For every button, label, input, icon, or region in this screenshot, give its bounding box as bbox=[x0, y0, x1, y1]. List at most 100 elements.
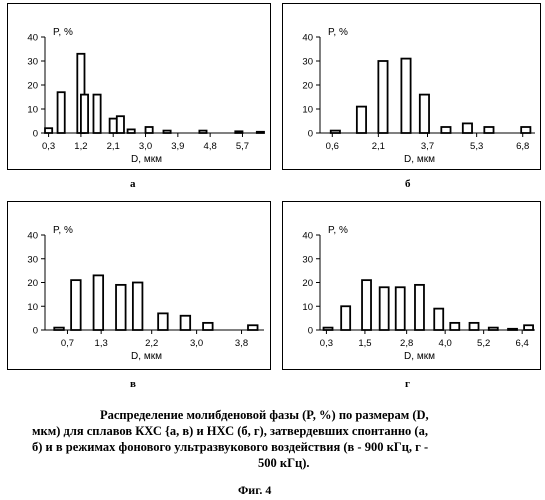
x-axis-title: D, мкм bbox=[131, 351, 162, 362]
y-tick-label: 0 bbox=[308, 326, 313, 337]
bar bbox=[441, 127, 450, 133]
bar bbox=[45, 128, 52, 133]
y-tick-label: 10 bbox=[27, 302, 38, 313]
bar bbox=[146, 127, 153, 133]
y-tick-label: 20 bbox=[302, 278, 313, 289]
bar bbox=[420, 95, 429, 133]
bar bbox=[181, 316, 191, 330]
x-tick-label: 6,8 bbox=[516, 141, 529, 152]
bar bbox=[71, 280, 81, 330]
chart-svg-c: 0 10 20 30 40 P, % 0,7 1,3 2,2 3,0 3,8 D, мкм bbox=[8, 202, 272, 371]
chart-svg-a: 0 10 20 30 40 P, % 0,3 1,2 2,1 3,0 3,9 4,8 5,7 D, мкм bbox=[8, 4, 272, 171]
bar bbox=[58, 92, 65, 133]
bar bbox=[116, 285, 126, 330]
x-tick-label: 0,3 bbox=[320, 338, 333, 349]
y-tick-label: 0 bbox=[33, 129, 38, 140]
chart-panel-c: 0 10 20 30 40 P, % 0,7 1,3 2,2 3,0 3,8 D, мкм bbox=[7, 201, 271, 370]
caption-line-4: 500 кГц). bbox=[258, 455, 310, 472]
bar bbox=[158, 313, 168, 330]
bar bbox=[415, 285, 424, 330]
x-tick-label: 4,0 bbox=[439, 338, 452, 349]
bar bbox=[93, 95, 100, 133]
y-axis-title: P, % bbox=[53, 27, 73, 38]
chart-panel-b: 0 10 20 30 40 P, % 0,6 2,1 3,7 5,3 6,8 D, мкм bbox=[282, 3, 541, 170]
bar bbox=[357, 107, 366, 133]
bar bbox=[463, 123, 472, 133]
x-tick-label: 5,3 bbox=[470, 141, 483, 152]
bar bbox=[521, 127, 530, 133]
chart-panel-a: 0 10 20 30 40 P, % 0,3 1,2 2,1 3,0 3,9 4,8 5,7 D, мкм bbox=[7, 3, 271, 170]
chart-svg-b: 0 10 20 30 40 P, % 0,6 2,1 3,7 5,3 6,8 D, мкм bbox=[283, 4, 542, 171]
figure-label: Фиг. 4 bbox=[238, 483, 271, 498]
panel-label-c: в bbox=[130, 378, 136, 390]
y-tick-label: 30 bbox=[302, 254, 313, 265]
y-tick-label: 10 bbox=[27, 105, 38, 116]
caption-line-1: Распределение молибденовой фазы (P, %) п… bbox=[100, 407, 429, 424]
bar bbox=[128, 129, 135, 133]
y-tick-label: 10 bbox=[302, 302, 313, 313]
bar bbox=[470, 323, 479, 330]
x-tick-label: 3,9 bbox=[171, 141, 184, 152]
bar bbox=[81, 95, 88, 133]
bar bbox=[117, 116, 124, 133]
x-tick-label: 2,2 bbox=[145, 338, 158, 349]
chart-svg-d: 0 10 20 30 40 P, % 0,3 1,5 2,8 4,0 5,2 6,4 D, мкм bbox=[283, 202, 542, 371]
x-axis-title: D, мкм bbox=[131, 154, 162, 165]
y-tick-label: 40 bbox=[27, 33, 38, 44]
x-tick-label: 2,1 bbox=[372, 141, 385, 152]
x-tick-label: 0,6 bbox=[326, 141, 339, 152]
x-tick-label: 2,1 bbox=[107, 141, 120, 152]
y-tick-label: 0 bbox=[33, 326, 38, 337]
x-tick-label: 1,3 bbox=[95, 338, 108, 349]
panel-label-a: а bbox=[130, 178, 136, 190]
x-axis-title: D, мкм bbox=[404, 351, 435, 362]
bar bbox=[378, 61, 387, 133]
y-tick-label: 20 bbox=[27, 81, 38, 92]
bar bbox=[362, 280, 371, 330]
x-tick-label: 3,0 bbox=[190, 338, 203, 349]
caption-line-2: мкм) для сплавов КХС {а, в) и НХС (б, г)… bbox=[32, 423, 428, 440]
bar bbox=[524, 325, 533, 330]
x-axis-title: D, мкм bbox=[404, 154, 435, 165]
bar bbox=[450, 323, 459, 330]
caption-line-3: б) и в режимах фонового ультразвукового … bbox=[32, 439, 428, 456]
y-tick-label: 10 bbox=[302, 105, 313, 116]
bar bbox=[396, 287, 405, 330]
x-tick-label: 1,5 bbox=[358, 338, 371, 349]
x-tick-label: 1,2 bbox=[74, 141, 87, 152]
y-tick-label: 40 bbox=[27, 231, 38, 242]
x-tick-label: 3,8 bbox=[235, 338, 248, 349]
bar bbox=[434, 309, 443, 330]
bar bbox=[341, 306, 350, 330]
y-tick-label: 20 bbox=[27, 278, 38, 289]
bar bbox=[248, 325, 258, 330]
x-tick-label: 5,7 bbox=[236, 141, 249, 152]
bar bbox=[484, 127, 493, 133]
bar bbox=[380, 287, 389, 330]
chart-panel-d: 0 10 20 30 40 P, % 0,3 1,5 2,8 4,0 5,2 6,4 D, мкм bbox=[282, 201, 541, 370]
x-tick-label: 0,7 bbox=[61, 338, 74, 349]
x-tick-label: 2,8 bbox=[400, 338, 413, 349]
y-tick-label: 30 bbox=[302, 57, 313, 68]
y-tick-label: 30 bbox=[27, 57, 38, 68]
y-tick-label: 0 bbox=[308, 129, 313, 140]
y-tick-label: 40 bbox=[302, 231, 313, 242]
bar bbox=[401, 59, 410, 133]
bar bbox=[94, 275, 104, 330]
bar bbox=[133, 283, 143, 331]
x-tick-label: 3,0 bbox=[139, 141, 152, 152]
y-axis-title: P, % bbox=[328, 225, 348, 236]
y-tick-label: 20 bbox=[302, 81, 313, 92]
x-tick-label: 0,3 bbox=[42, 141, 55, 152]
bar bbox=[203, 323, 213, 330]
y-tick-label: 30 bbox=[27, 254, 38, 265]
y-tick-label: 40 bbox=[302, 33, 313, 44]
x-tick-label: 5,2 bbox=[477, 338, 490, 349]
x-tick-label: 4,8 bbox=[204, 141, 217, 152]
x-tick-label: 6,4 bbox=[516, 338, 529, 349]
y-axis-title: P, % bbox=[328, 27, 348, 38]
panel-label-d: г bbox=[405, 378, 410, 390]
x-tick-label: 3,7 bbox=[421, 141, 434, 152]
y-axis-title: P, % bbox=[53, 225, 73, 236]
panel-label-b: б bbox=[405, 178, 411, 190]
